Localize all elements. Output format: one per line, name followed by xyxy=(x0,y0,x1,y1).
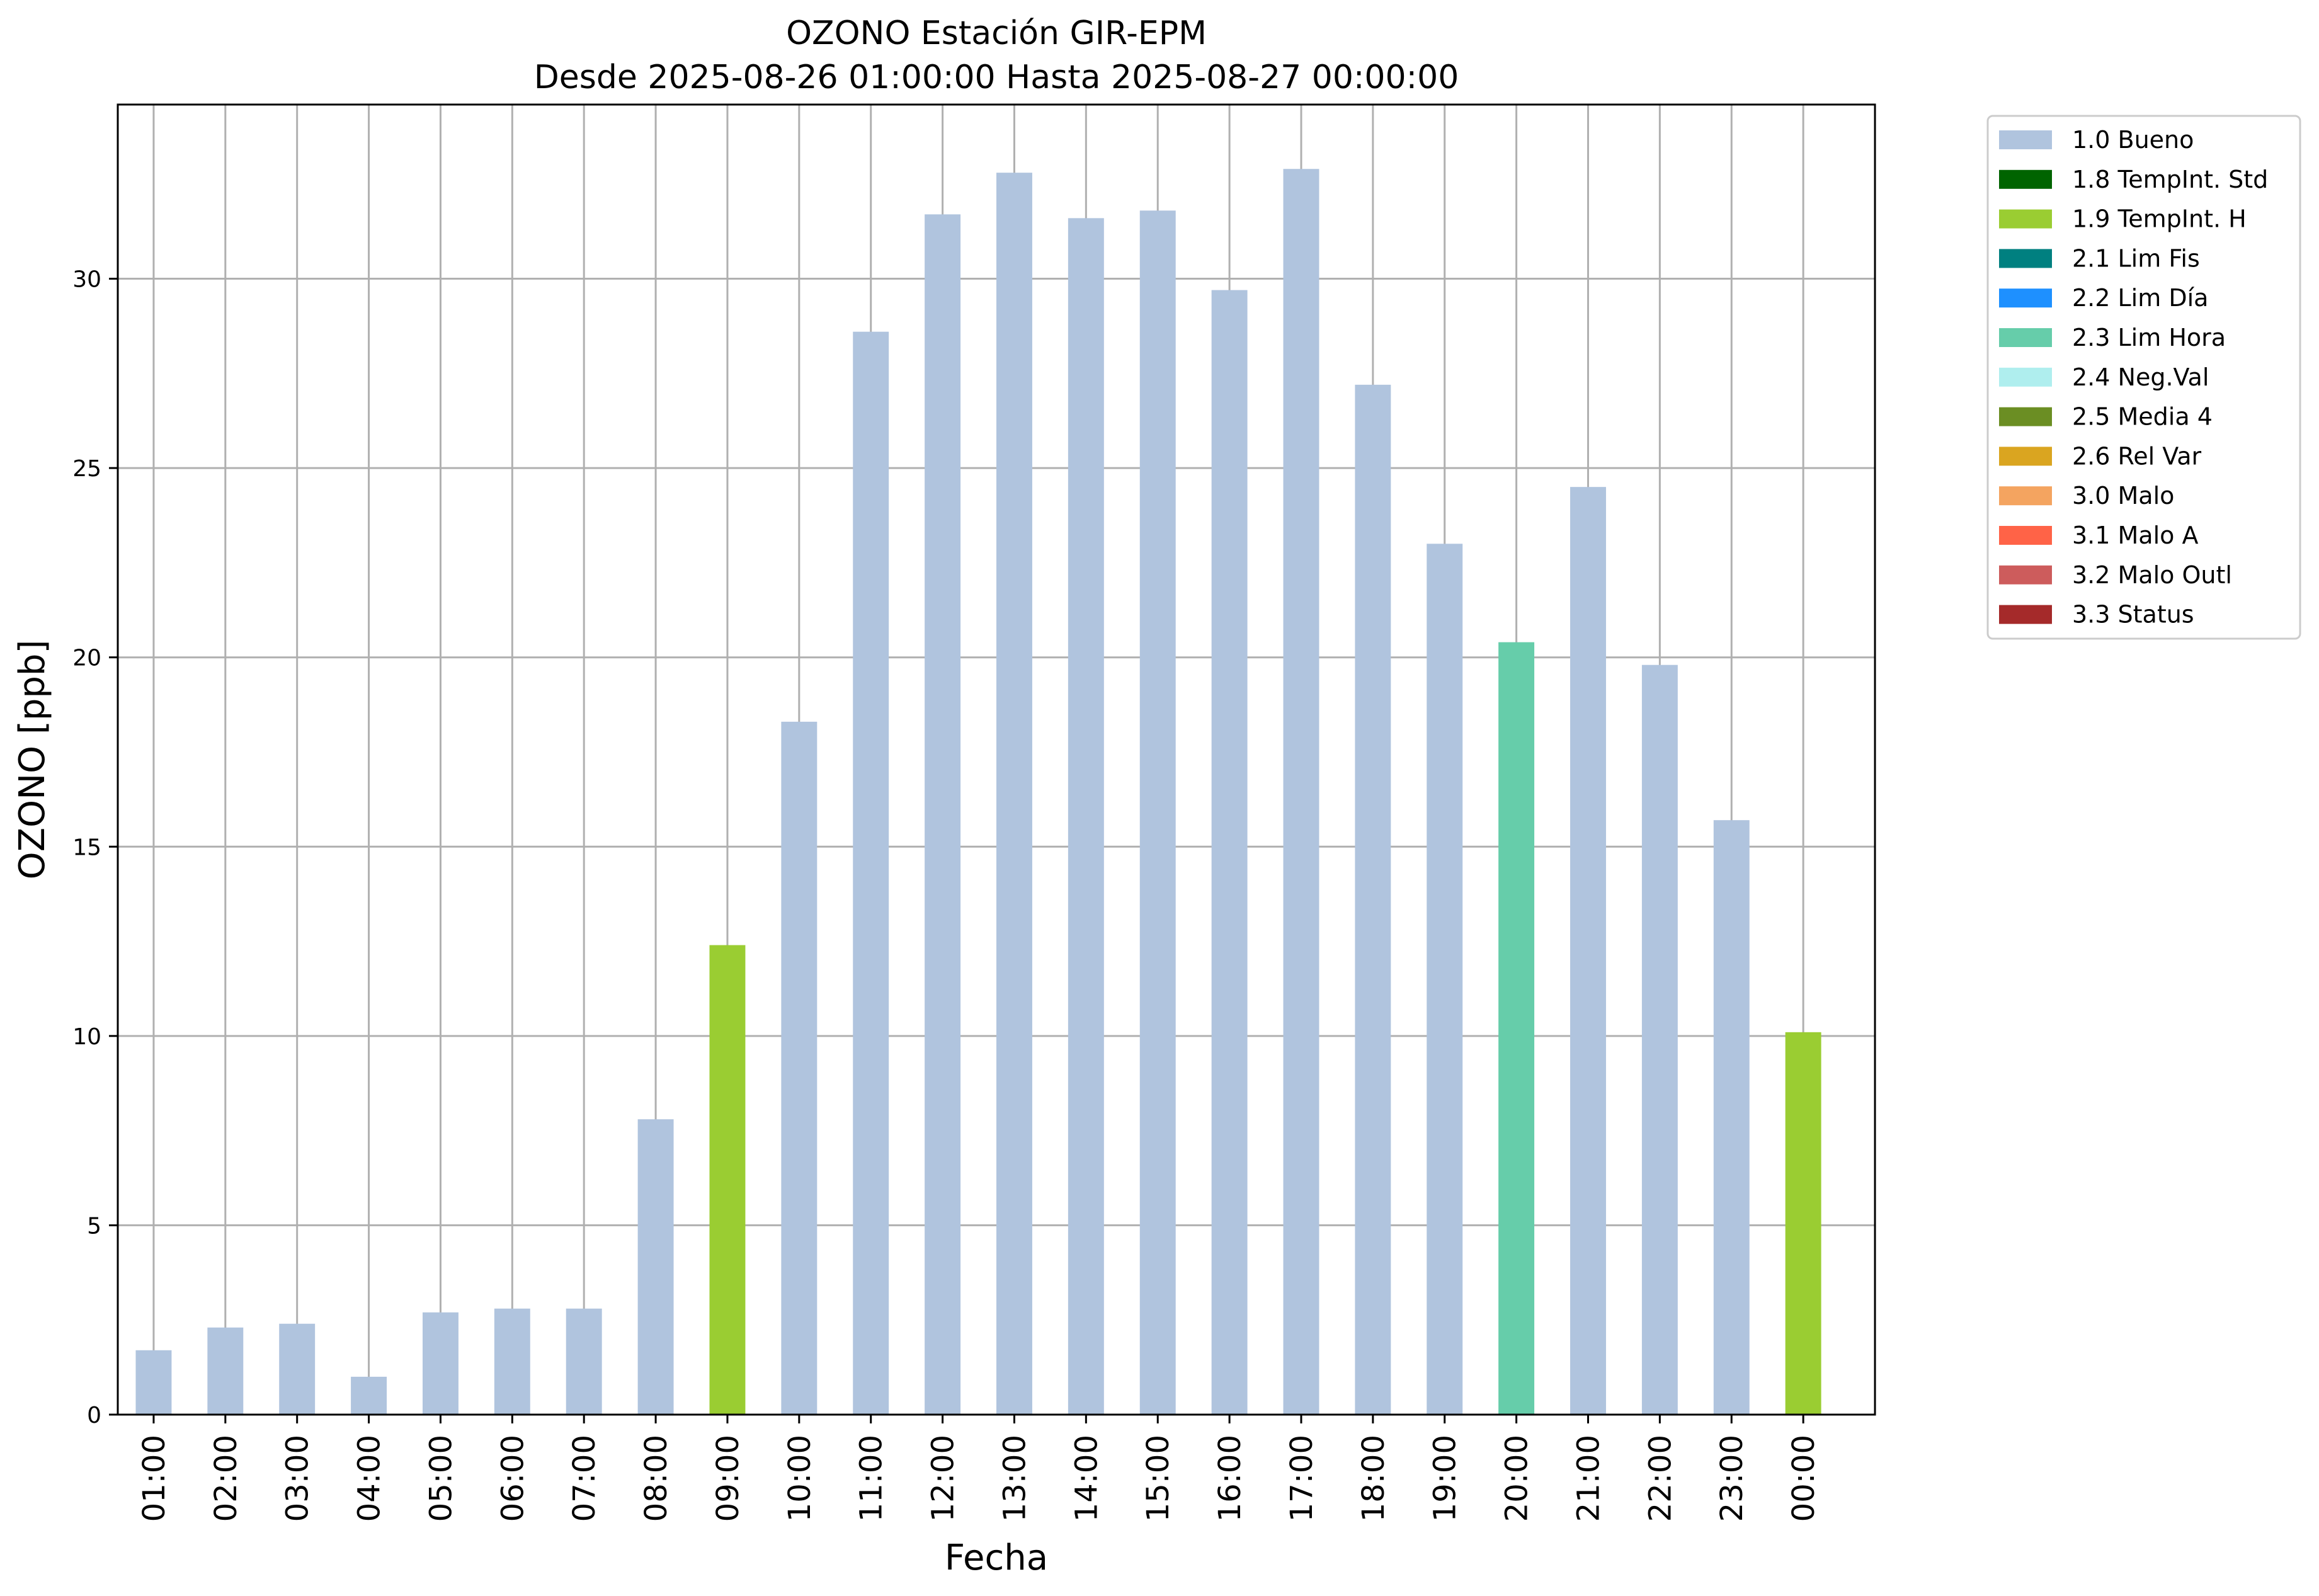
legend-label: 1.0 Bueno xyxy=(2072,126,2194,154)
legend: 1.0 Bueno 1.8 TempInt. Std 1.9 TempInt. H 2… xyxy=(1986,115,2301,640)
y-tick-label: 10 xyxy=(72,1024,101,1050)
legend-swatch xyxy=(1999,407,2052,426)
legend-label: 2.3 Lim Hora xyxy=(2072,324,2226,351)
bar xyxy=(1211,290,1248,1415)
bar xyxy=(637,1119,674,1415)
legend-label: 1.8 TempInt. Std xyxy=(2072,166,2268,193)
x-tick-label: 10:00 xyxy=(782,1435,818,1522)
legend-swatch xyxy=(1999,526,2052,545)
bar xyxy=(1641,664,1678,1415)
y-axis-label: OZONO [ppb] xyxy=(12,640,53,880)
legend-swatch xyxy=(1999,130,2052,149)
x-tick-label: 08:00 xyxy=(639,1435,674,1522)
chart-title: OZONO Estación GIR-EPM xyxy=(786,14,1207,52)
x-tick-label: 00:00 xyxy=(1786,1435,1821,1522)
legend-label: 2.4 Neg.Val xyxy=(2072,363,2209,391)
x-tick-label: 06:00 xyxy=(495,1435,530,1522)
x-tick-label: 16:00 xyxy=(1212,1435,1248,1522)
legend-label: 2.1 Lim Fis xyxy=(2072,244,2200,272)
x-tick-label: 17:00 xyxy=(1284,1435,1319,1522)
x-tick-label: 11:00 xyxy=(854,1435,889,1522)
legend-swatch xyxy=(1999,288,2052,308)
bar xyxy=(1570,487,1606,1415)
legend-label: 1.9 TempInt. H xyxy=(2072,205,2247,233)
plot-frame xyxy=(117,103,1876,1416)
bar xyxy=(279,1323,316,1415)
legend-label: 3.3 Status xyxy=(2072,601,2194,629)
legend-swatch xyxy=(1999,209,2052,229)
bar xyxy=(709,945,746,1415)
bars-group xyxy=(135,169,1821,1415)
legend-label: 3.2 Malo Outl xyxy=(2072,561,2232,589)
x-tick-label: 05:00 xyxy=(423,1435,459,1522)
bar xyxy=(1283,169,1319,1415)
bar xyxy=(1355,384,1391,1415)
legend-swatch xyxy=(1999,565,2052,584)
bar xyxy=(422,1312,459,1415)
y-tick-label: 20 xyxy=(72,646,101,671)
bar xyxy=(925,214,961,1415)
x-tick-label: 20:00 xyxy=(1500,1435,1535,1522)
x-tick-label: 19:00 xyxy=(1428,1435,1463,1522)
bar xyxy=(853,331,889,1415)
bar xyxy=(494,1308,530,1415)
bar xyxy=(1498,642,1535,1415)
x-tick-label: 22:00 xyxy=(1643,1435,1678,1522)
x-tick-label: 02:00 xyxy=(208,1435,244,1522)
x-tick-label: 13:00 xyxy=(997,1435,1032,1522)
x-tick-label: 15:00 xyxy=(1141,1435,1176,1522)
legend-swatch xyxy=(1999,328,2052,347)
legend-swatch xyxy=(1999,249,2052,268)
x-tick-label: 14:00 xyxy=(1069,1435,1104,1522)
legend-swatch xyxy=(1999,169,2052,189)
bar xyxy=(207,1327,244,1415)
legend-swatch xyxy=(1999,486,2052,506)
x-tick-label: 21:00 xyxy=(1571,1435,1606,1522)
x-tick-label: 04:00 xyxy=(352,1435,387,1522)
legend-swatch xyxy=(1999,367,2052,387)
y-tick-label: 15 xyxy=(72,835,101,860)
legend-swatch xyxy=(1999,447,2052,466)
x-axis-ticks: 01:00 02:00 03:00 04:00 05:00 06:00 07:00 08:00… xyxy=(137,1415,1821,1522)
legend-label: 2.2 Lim Día xyxy=(2072,284,2208,312)
bar xyxy=(1713,820,1750,1415)
x-tick-label: 07:00 xyxy=(567,1435,602,1522)
legend-label: 3.1 Malo A xyxy=(2072,522,2198,549)
y-tick-label: 30 xyxy=(72,267,101,293)
x-tick-label: 23:00 xyxy=(1714,1435,1750,1522)
x-tick-label: 18:00 xyxy=(1356,1435,1391,1522)
bar xyxy=(996,173,1032,1415)
legend-label: 2.6 Rel Var xyxy=(2072,442,2202,470)
legend-label: 3.0 Malo xyxy=(2072,482,2174,510)
y-tick-label: 25 xyxy=(72,456,101,482)
legend-frame xyxy=(1986,115,2301,640)
legend-label: 2.5 Media 4 xyxy=(2072,403,2213,431)
bar xyxy=(1139,210,1176,1415)
bar xyxy=(781,721,818,1415)
y-tick-label: 5 xyxy=(87,1213,101,1239)
chart-subtitle: Desde 2025-08-26 01:00:00 Hasta 2025-08-… xyxy=(534,59,1459,96)
y-tick-label: 0 xyxy=(87,1403,101,1428)
bar xyxy=(351,1376,387,1415)
x-tick-label: 12:00 xyxy=(926,1435,961,1522)
x-tick-label: 01:00 xyxy=(137,1435,172,1522)
x-axis-label: Fecha xyxy=(945,1537,1048,1578)
bar xyxy=(1068,218,1104,1415)
x-tick-label: 03:00 xyxy=(280,1435,316,1522)
bar xyxy=(135,1350,172,1415)
bar xyxy=(1427,544,1463,1415)
bar xyxy=(566,1308,602,1415)
y-axis-ticks: 0 5 10 15 20 25 30 xyxy=(72,267,118,1428)
bar xyxy=(1785,1032,1821,1415)
x-tick-label: 09:00 xyxy=(710,1435,746,1522)
legend-swatch xyxy=(1999,605,2052,624)
